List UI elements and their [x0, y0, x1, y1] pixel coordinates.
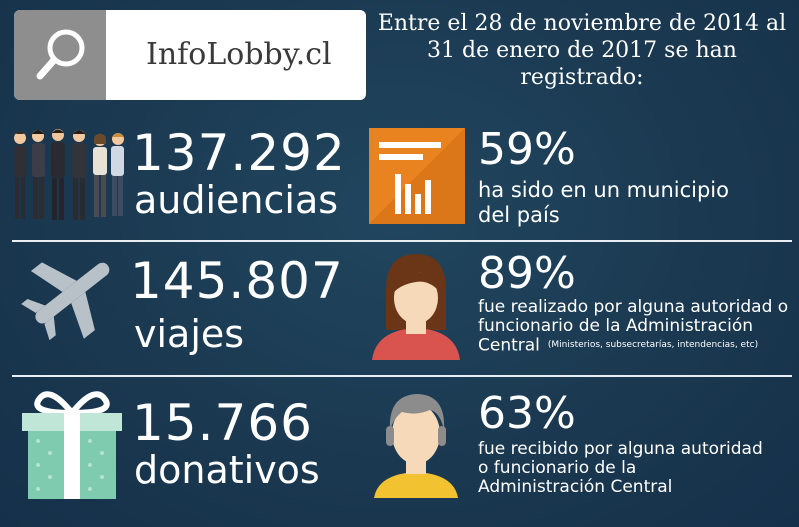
- bar-chart-icon: [369, 128, 465, 224]
- divider: [12, 240, 792, 242]
- airplane-icon: [18, 250, 122, 341]
- man-avatar-icon: [368, 390, 464, 500]
- stat-note-viajes: (Ministerios, subsecretarías, intendenci…: [547, 340, 759, 350]
- header-text: Entre el 28 de noviembre de 2014 al 31 d…: [377, 11, 787, 90]
- divider: [12, 375, 792, 377]
- stat-description-audiencias: ha sido en un municipio del país: [478, 178, 729, 227]
- stat-percent-viajes: 89%: [478, 248, 576, 299]
- stat-number-viajes: 145.807: [130, 252, 344, 310]
- logo-text: InfoLobby.cl: [146, 37, 332, 72]
- stat-description-donativos: fue recibido por alguna autoridad o func…: [478, 439, 763, 497]
- people-group-icon: [8, 124, 126, 224]
- logo: InfoLobby.cl: [14, 10, 366, 100]
- stat-number-donativos: 15.766: [132, 394, 313, 452]
- stat-description-viajes-text: fue realizado por alguna autoridad o fun…: [478, 297, 789, 356]
- stat-percent-audiencias: 59%: [478, 124, 576, 175]
- woman-avatar-icon: [368, 252, 464, 362]
- search-icon: [14, 10, 106, 100]
- stat-label-viajes: viajes: [134, 312, 245, 356]
- stat-number-audiencias: 137.292: [132, 124, 346, 182]
- stat-label-audiencias: audiencias: [134, 178, 339, 222]
- stat-percent-donativos: 63%: [478, 388, 576, 439]
- stat-description-viajes: fue realizado por alguna autoridad o fun…: [478, 298, 794, 356]
- stat-label-donativos: donativos: [134, 448, 320, 492]
- gift-icon: [20, 383, 124, 501]
